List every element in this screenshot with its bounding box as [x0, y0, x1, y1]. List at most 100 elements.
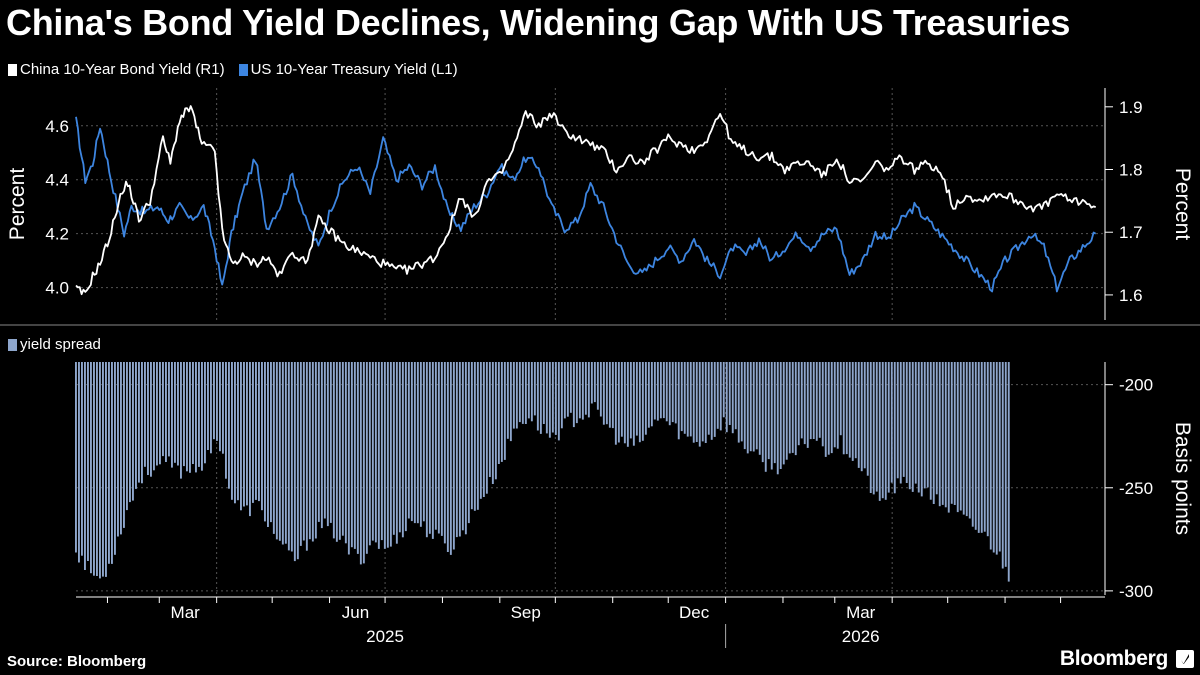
spread-bar — [914, 362, 917, 484]
spread-bar — [647, 362, 650, 428]
spread-bar — [84, 362, 86, 570]
spread-bar — [78, 362, 80, 563]
spread-bar — [956, 362, 959, 513]
spread-bar — [854, 362, 857, 459]
spread-bar — [141, 362, 143, 484]
spread-bar — [680, 362, 683, 432]
spread-bar — [710, 362, 713, 440]
spread-bar — [102, 362, 104, 577]
spread-bar — [923, 362, 926, 489]
legend-spread-label: yield spread — [20, 336, 101, 353]
spread-bar — [264, 362, 266, 522]
spread-bar — [222, 362, 224, 454]
spread-legend: yield spread — [8, 336, 101, 353]
spread-bar — [126, 362, 128, 511]
spread-bar — [869, 362, 872, 493]
spread-bar — [692, 362, 695, 443]
spread-bar — [204, 362, 206, 464]
spread-bar — [866, 362, 869, 476]
spread-bar — [998, 362, 1001, 552]
spread-bar — [401, 362, 404, 538]
spread-bar — [881, 362, 884, 499]
spread-bar — [599, 362, 602, 417]
spread-bar — [572, 362, 575, 428]
spread-bar — [231, 362, 233, 500]
spread-bar — [887, 362, 890, 493]
spread-bar — [833, 362, 836, 448]
spread-bar — [644, 362, 647, 435]
spread-bar — [467, 362, 470, 524]
spread-bar — [114, 362, 116, 555]
spread-bar — [422, 362, 425, 522]
spread-bar — [123, 362, 125, 528]
spread-bar — [584, 362, 587, 415]
spread-bar — [872, 362, 875, 495]
spread-bar — [653, 362, 656, 420]
spread-bar — [812, 362, 815, 439]
spread-bar — [875, 362, 878, 492]
spread-bar — [527, 362, 530, 419]
spread-bar — [138, 362, 140, 483]
spread-bar — [950, 362, 953, 504]
legend-us: US 10-Year Treasury Yield (L1) — [238, 61, 458, 78]
spread-bar — [641, 362, 644, 441]
spread-bar — [335, 362, 338, 542]
spread-bar — [488, 362, 491, 477]
spread-bar — [192, 362, 194, 464]
spread-bar — [539, 362, 542, 434]
spread-bar — [356, 362, 359, 554]
spread-bar — [377, 362, 380, 549]
spread-bar — [908, 362, 911, 490]
spread-bar — [896, 362, 899, 479]
spread-bar — [506, 362, 509, 439]
spread-bar — [156, 362, 158, 466]
spread-bar — [305, 362, 308, 551]
spread-bar — [845, 362, 848, 455]
right-tick-label: 1.6 — [1119, 286, 1143, 305]
spread-bar — [243, 362, 245, 507]
spread-bar — [974, 362, 977, 530]
spread-bar — [168, 362, 170, 457]
spread-bar — [201, 362, 203, 471]
spread-bar — [977, 362, 980, 533]
spread-bar — [404, 362, 407, 532]
spread-bar — [665, 362, 668, 422]
spread-bar — [938, 362, 941, 507]
spread-bar — [935, 362, 938, 495]
spread-bar — [722, 362, 725, 418]
spread-bar — [407, 362, 410, 519]
spread-bar — [296, 362, 299, 560]
spread-bar — [533, 362, 536, 416]
spread-bar — [105, 362, 107, 577]
spread-bar — [806, 362, 809, 448]
spread-bar — [650, 362, 653, 427]
spread-bar — [563, 362, 566, 419]
spread-bar — [464, 362, 467, 535]
spread-bar — [965, 362, 968, 517]
left-tick-label: 4.6 — [45, 117, 69, 136]
spread-bar — [836, 362, 839, 449]
spread-bar — [995, 362, 998, 555]
spread-bar — [635, 362, 638, 436]
spread-bar — [249, 362, 251, 517]
spread-bar — [258, 362, 260, 502]
spread-bar — [761, 362, 764, 463]
x-month-label: Jun — [342, 603, 369, 622]
spread-bar — [725, 362, 728, 433]
spread-bar — [428, 362, 431, 534]
spread-bar — [734, 362, 737, 430]
spread-bar — [458, 362, 461, 537]
spread-bar — [153, 362, 155, 471]
spread-bar — [380, 362, 383, 541]
spread-bar — [677, 362, 680, 440]
spread-bar — [234, 362, 236, 504]
spread-bar — [899, 362, 902, 484]
spread-bar — [135, 362, 137, 489]
spread-bar — [359, 362, 362, 565]
spread-bar — [476, 362, 479, 510]
spread-bar — [905, 362, 908, 483]
spread-bar — [437, 362, 440, 534]
spread-bar — [237, 362, 239, 501]
spread-bar — [686, 362, 689, 437]
